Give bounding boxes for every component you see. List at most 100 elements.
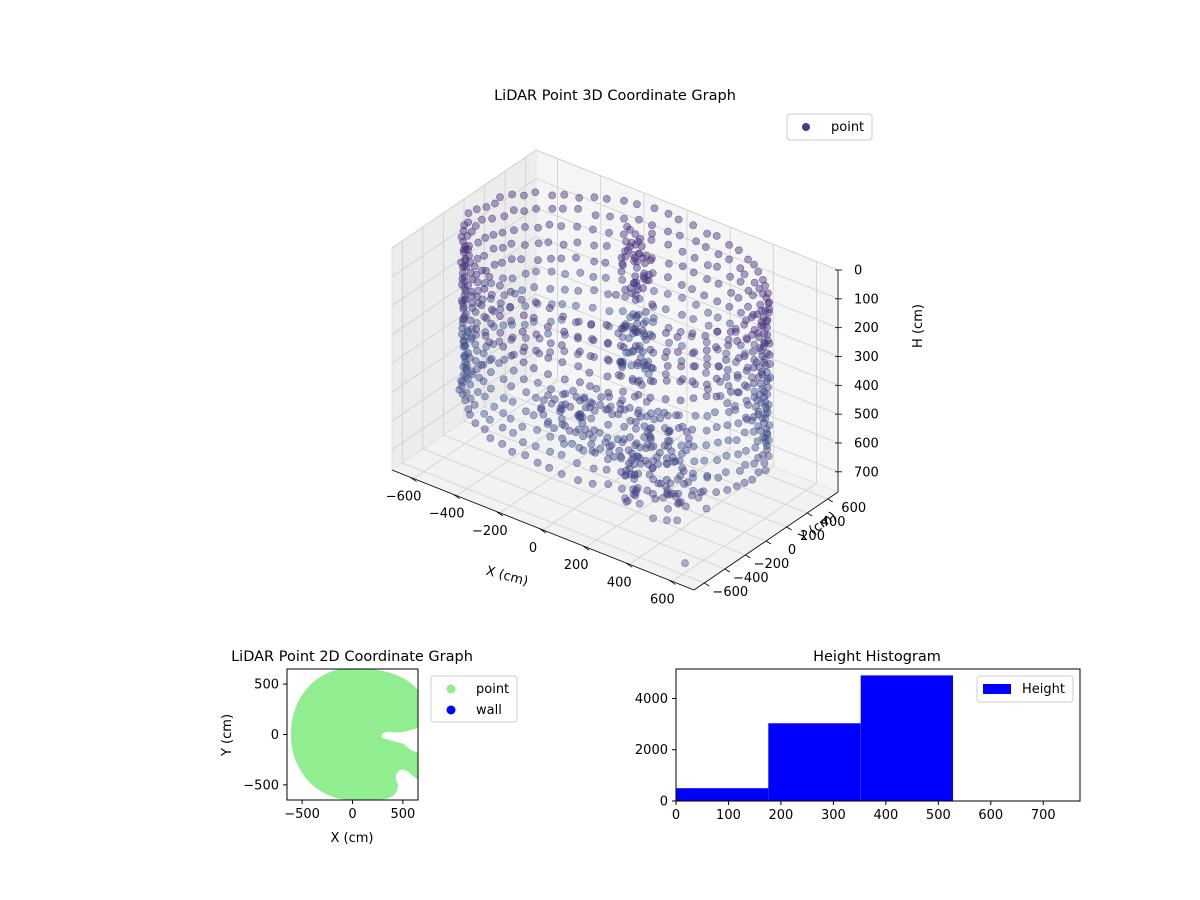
data-point [712,343,720,351]
data-point [509,350,518,359]
histogram-bars [676,675,953,801]
y-tick-3d [806,512,813,517]
data-point [638,381,646,389]
data-point [472,325,481,334]
data-point [656,414,665,423]
data-point [481,331,490,340]
z-axis-label-3d: H (cm) [911,304,926,348]
z-tick-label-3d: 300 [854,350,879,365]
data-point [519,438,527,447]
y-tick-label-histogram: 2000 [635,743,668,758]
data-point [589,336,598,345]
data-point [642,251,651,260]
data-point [627,323,636,332]
data-point [731,324,740,333]
data-point [460,352,468,361]
data-point [662,347,671,356]
data-point [473,346,481,355]
data-point [734,419,743,428]
grid-line-y [525,157,828,500]
data-point [603,355,612,364]
data-point [620,422,629,431]
data-point [754,267,763,276]
data-point [755,344,764,352]
chart-2d-plot [291,669,418,800]
data-point [761,306,769,315]
data-point [520,343,529,352]
data-point [700,456,709,465]
data-point [466,410,474,419]
data-point [466,380,475,389]
data-point [602,465,611,474]
data-point [574,476,582,485]
grid-line-z [391,149,839,271]
data-point [689,221,698,230]
data-point [724,436,733,445]
data-point [644,276,653,285]
data-point [740,270,749,279]
data-point [574,332,582,341]
data-point [648,489,657,498]
data-point [547,300,556,309]
data-point [675,231,684,240]
data-point [534,223,542,232]
data-point [754,422,763,430]
data-point [614,371,623,379]
grid-line-z [391,178,839,300]
data-point [733,482,741,491]
data-point [602,194,611,203]
grid-line-y [422,227,726,570]
z-tick-label-3d: 600 [854,436,879,451]
data-point [763,441,771,450]
data-point [648,269,657,278]
data-point [649,377,658,386]
data-point [749,291,757,300]
data-point [689,442,698,451]
data-point [638,347,647,356]
grid-line-x [413,158,558,479]
data-point [676,396,685,405]
y-tick-3d [745,554,751,559]
data-point [576,268,585,277]
data-point [724,381,733,390]
data-point [620,322,628,331]
data-point [618,259,627,268]
data-point [480,251,489,260]
data-point [626,313,634,321]
data-point [764,452,773,460]
data-point [663,290,672,298]
data-point [648,300,657,309]
grid-line-x [542,210,688,531]
data-point [689,469,697,478]
data-point [750,393,759,401]
data-point [478,266,486,275]
data-point [764,308,773,317]
data-point [575,347,584,356]
data-point [614,410,623,419]
data-point [589,464,598,473]
data-point [713,297,722,306]
data-point [748,416,756,425]
data-point [633,200,641,209]
data-point [625,459,633,468]
data-point [625,348,633,357]
data-point [749,413,758,421]
data-point [631,417,640,426]
data-point [544,370,552,378]
data-point [457,232,466,241]
data-point [573,222,581,231]
data-point [764,289,772,298]
x-tick-3d [410,477,417,482]
data-point [681,559,689,567]
data-point [569,387,577,395]
data-point [457,382,466,390]
data-point [714,279,723,288]
data-point [763,349,772,357]
data-point [561,330,569,339]
data-point [737,308,745,317]
data-point [531,298,540,307]
data-point [621,252,630,261]
data-point [576,396,584,405]
data-point [632,439,641,448]
